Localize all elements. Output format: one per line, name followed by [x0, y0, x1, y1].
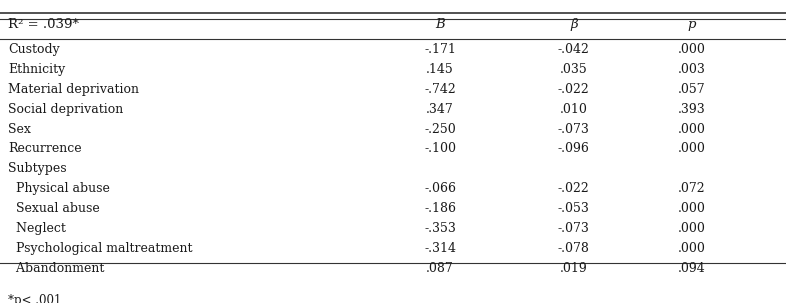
Text: .000: .000	[678, 122, 706, 135]
Text: .000: .000	[678, 242, 706, 255]
Text: .145: .145	[426, 63, 454, 76]
Text: Neglect: Neglect	[8, 222, 66, 235]
Text: Material deprivation: Material deprivation	[8, 83, 139, 96]
Text: -.353: -.353	[424, 222, 456, 235]
Text: .347: .347	[426, 103, 454, 116]
Text: .019: .019	[560, 261, 588, 275]
Text: -.171: -.171	[424, 43, 456, 56]
Text: .010: .010	[560, 103, 588, 116]
Text: Custody: Custody	[8, 43, 60, 56]
Text: .072: .072	[678, 182, 706, 195]
Text: Recurrence: Recurrence	[8, 142, 82, 155]
Text: -.096: -.096	[558, 142, 590, 155]
Text: .087: .087	[426, 261, 454, 275]
Text: Sexual abuse: Sexual abuse	[8, 202, 100, 215]
Text: -.314: -.314	[424, 242, 456, 255]
Text: *p< .001: *p< .001	[8, 294, 61, 303]
Text: -.100: -.100	[424, 142, 456, 155]
Text: -.073: -.073	[558, 122, 590, 135]
Text: -.066: -.066	[424, 182, 456, 195]
Text: .000: .000	[678, 43, 706, 56]
Text: Subtypes: Subtypes	[8, 162, 67, 175]
Text: .035: .035	[560, 63, 588, 76]
Text: -.022: -.022	[558, 182, 590, 195]
Text: -.742: -.742	[424, 83, 456, 96]
Text: .094: .094	[678, 261, 706, 275]
Text: Physical abuse: Physical abuse	[8, 182, 110, 195]
Text: -.250: -.250	[424, 122, 456, 135]
Text: .000: .000	[678, 142, 706, 155]
Text: Social deprivation: Social deprivation	[8, 103, 123, 116]
Text: .000: .000	[678, 222, 706, 235]
Text: Abandonment: Abandonment	[8, 261, 105, 275]
Text: Psychological maltreatment: Psychological maltreatment	[8, 242, 193, 255]
Text: .057: .057	[678, 83, 706, 96]
Text: B: B	[435, 18, 445, 31]
Text: -.042: -.042	[558, 43, 590, 56]
Text: .003: .003	[678, 63, 706, 76]
Text: Ethnicity: Ethnicity	[8, 63, 65, 76]
Text: .000: .000	[678, 202, 706, 215]
Text: Sex: Sex	[8, 122, 31, 135]
Text: -.022: -.022	[558, 83, 590, 96]
Text: p: p	[688, 18, 696, 31]
Text: .393: .393	[678, 103, 706, 116]
Text: -.078: -.078	[558, 242, 590, 255]
Text: β: β	[570, 18, 578, 31]
Text: -.053: -.053	[558, 202, 590, 215]
Text: -.186: -.186	[424, 202, 456, 215]
Text: -.073: -.073	[558, 222, 590, 235]
Text: R² = .039*: R² = .039*	[8, 18, 79, 31]
